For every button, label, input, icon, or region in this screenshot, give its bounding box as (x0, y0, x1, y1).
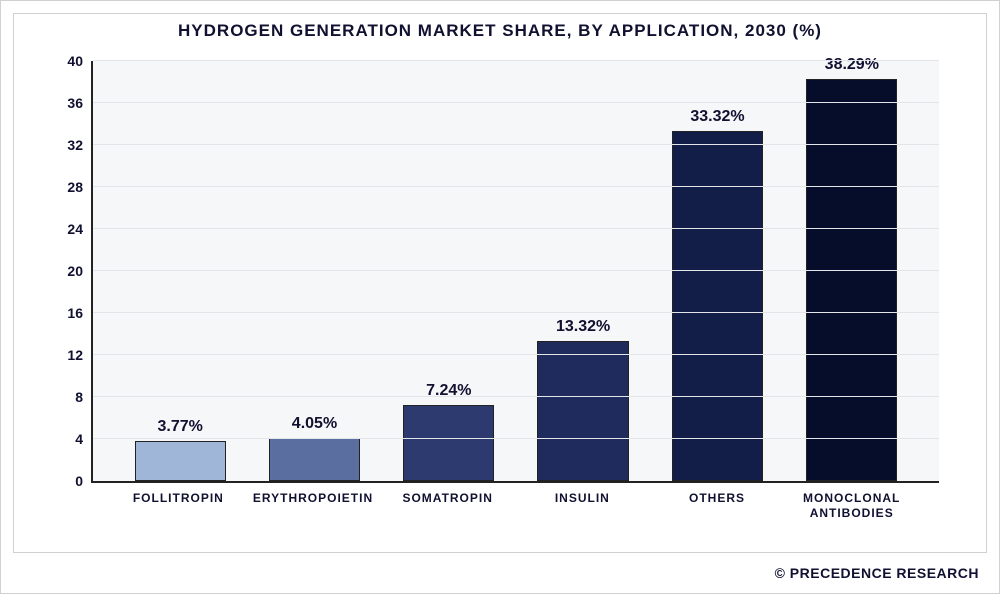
ytick-label: 4 (75, 431, 93, 447)
gridline (93, 102, 939, 103)
bar: 38.29% (806, 79, 897, 481)
bar-category-label: INSULIN (515, 485, 650, 521)
bar-slot: 33.32% (650, 61, 784, 481)
gridline (93, 438, 939, 439)
chart-bars: 3.77% 4.05% 7.24% 13.32% 33.32% 38.29% (93, 61, 939, 481)
bar-slot: 13.32% (516, 61, 650, 481)
bar-value-label: 7.24% (426, 382, 471, 406)
bar-value-label: 13.32% (556, 318, 610, 342)
gridline (93, 354, 939, 355)
bar-slot: 4.05% (247, 61, 381, 481)
bar: 13.32% (537, 341, 628, 481)
ytick-label: 40 (67, 53, 93, 69)
bar-value-label: 33.32% (690, 108, 744, 132)
ytick-label: 32 (67, 137, 93, 153)
gridline (93, 186, 939, 187)
bar: 3.77% (135, 441, 226, 481)
bar-category-label: OTHERS (650, 485, 785, 521)
ytick-label: 8 (75, 389, 93, 405)
copyright-text: © PRECEDENCE RESEARCH (775, 565, 979, 581)
plot-area: 3.77%4.05%7.24%13.32%33.32%38.29% 048121… (91, 61, 939, 483)
bar-slot: 3.77% (113, 61, 247, 481)
gridline (93, 60, 939, 61)
bar: 33.32% (672, 131, 763, 481)
gridline (93, 396, 939, 397)
chart-xlabels: FOLLITROPINERYTHROPOIETINSOMATROPININSUL… (91, 485, 939, 521)
ytick-label: 24 (67, 221, 93, 237)
gridline (93, 144, 939, 145)
bar: 4.05% (269, 438, 360, 481)
ytick-label: 20 (67, 263, 93, 279)
chart-title: HYDROGEN GENERATION MARKET SHARE, BY APP… (1, 21, 999, 41)
ytick-label: 12 (67, 347, 93, 363)
ytick-label: 28 (67, 179, 93, 195)
gridline (93, 312, 939, 313)
ytick-label: 36 (67, 95, 93, 111)
bar-value-label: 4.05% (292, 415, 337, 439)
chart-container: HYDROGEN GENERATION MARKET SHARE, BY APP… (0, 0, 1000, 594)
bar: 7.24% (403, 405, 494, 481)
bar-category-label: FOLLITROPIN (111, 485, 246, 521)
gridline (93, 270, 939, 271)
bar-slot: 7.24% (382, 61, 516, 481)
bar-slot: 38.29% (785, 61, 919, 481)
bar-category-label: MONOCLONAL ANTIBODIES (784, 485, 919, 521)
bar-category-label: ERYTHROPOIETIN (246, 485, 381, 521)
ytick-label: 16 (67, 305, 93, 321)
gridline (93, 228, 939, 229)
bar-category-label: SOMATROPIN (380, 485, 515, 521)
